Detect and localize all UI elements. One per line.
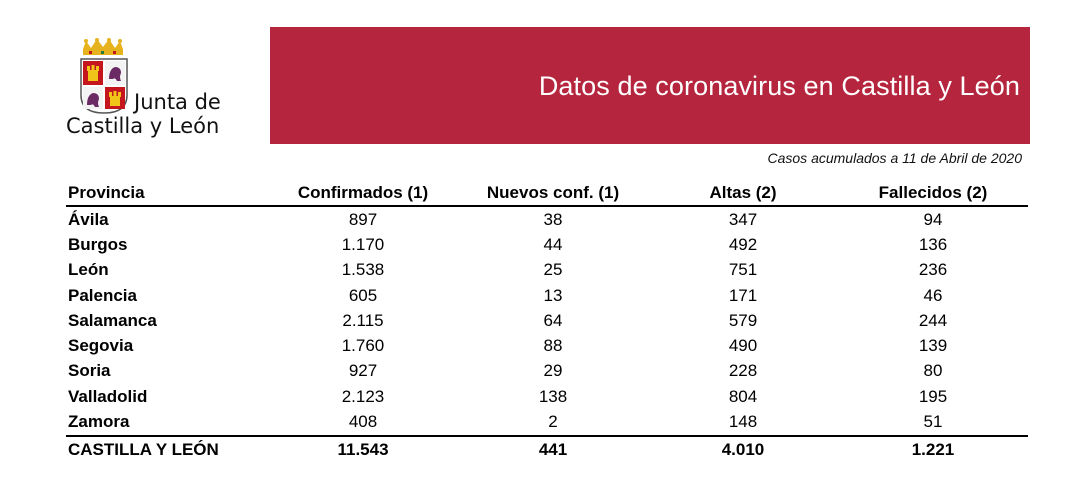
- logo-line-2: Castilla y León: [66, 114, 220, 138]
- cell-confirmados: 605: [348, 285, 378, 305]
- cell-fallecidos: 46: [923, 285, 943, 305]
- total-label: CASTILLA Y LEÓN: [66, 434, 268, 463]
- cell-provincia: Valladolid: [68, 386, 148, 406]
- cell-confirmados: 927: [348, 361, 378, 381]
- title-banner: Datos de coronavirus en Castilla y León: [270, 27, 1030, 144]
- table-total-row: CASTILLA Y LEÓN 11.543 441 4.010 1.221: [66, 434, 1028, 463]
- cell-altas: 171: [728, 285, 758, 305]
- total-fallecidos: 1.221: [838, 434, 1028, 463]
- logo-text: Junta de Castilla y León: [66, 90, 221, 138]
- total-nuevos: 441: [458, 434, 648, 463]
- cell-provincia: Palencia: [68, 285, 137, 305]
- cell-provincia: Segovia: [68, 336, 134, 356]
- header-confirmados: Confirmados (1): [268, 181, 458, 207]
- table-row: Palencia 605 13 171 46: [66, 283, 1028, 308]
- cell-nuevos: 25: [543, 260, 563, 280]
- cell-confirmados: 897: [348, 209, 378, 229]
- total-altas: 4.010: [648, 434, 838, 463]
- total-confirmados: 11.543: [268, 434, 458, 463]
- cell-provincia: Ávila: [68, 209, 109, 229]
- table-row: Burgos 1.170 44 492 136: [66, 232, 1028, 257]
- cell-nuevos: 138: [538, 386, 568, 406]
- cell-fallecidos: 51: [923, 412, 943, 432]
- table-row: Zamora 408 2 148 51: [66, 409, 1028, 435]
- table-row: Soria 927 29 228 80: [66, 359, 1028, 384]
- cell-fallecidos: 244: [918, 310, 948, 330]
- cell-fallecidos: 80: [923, 361, 943, 381]
- cell-provincia: Burgos: [68, 234, 128, 254]
- cell-confirmados: 408: [348, 412, 378, 432]
- cell-altas: 228: [728, 361, 758, 381]
- table-row: Valladolid 2.123 138 804 195: [66, 384, 1028, 409]
- date-subtitle: Casos acumulados a 11 de Abril de 2020: [767, 150, 1023, 166]
- cell-nuevos: 13: [543, 285, 563, 305]
- table-header-row: Provincia Confirmados (1) Nuevos conf. (…: [66, 181, 1028, 207]
- cell-nuevos: 88: [543, 336, 563, 356]
- cell-altas: 579: [728, 310, 758, 330]
- cell-nuevos: 29: [543, 361, 563, 381]
- cell-nuevos: 44: [543, 234, 563, 254]
- cell-altas: 347: [728, 209, 758, 229]
- header-nuevos: Nuevos conf. (1): [458, 181, 648, 207]
- cell-fallecidos: 136: [918, 234, 948, 254]
- cell-confirmados: 2.115: [342, 310, 384, 330]
- cell-altas: 490: [728, 336, 758, 356]
- cell-fallecidos: 94: [923, 209, 943, 229]
- cell-provincia: León: [68, 260, 109, 280]
- cell-altas: 492: [728, 234, 758, 254]
- table-row: León 1.538 25 751 236: [66, 258, 1028, 283]
- header-fallecidos: Fallecidos (2): [838, 181, 1028, 207]
- cell-provincia: Salamanca: [68, 310, 157, 330]
- cell-confirmados: 1.538: [341, 260, 385, 280]
- header-altas: Altas (2): [648, 181, 838, 207]
- table-row: Salamanca 2.115 64 579 244: [66, 308, 1028, 333]
- cell-nuevos: 2: [548, 412, 558, 432]
- cell-fallecidos: 139: [918, 336, 948, 356]
- logo-line-1: Junta de: [134, 90, 221, 114]
- table-row: Segovia 1.760 88 490 139: [66, 333, 1028, 358]
- cell-nuevos: 64: [543, 310, 563, 330]
- cell-provincia: Zamora: [68, 412, 130, 432]
- cell-fallecidos: 195: [918, 386, 948, 406]
- cell-altas: 148: [728, 412, 758, 432]
- table-row: Ávila 897 38 347 94: [66, 206, 1028, 232]
- cell-confirmados: 1.760: [341, 336, 385, 356]
- header-provincia: Provincia: [66, 181, 268, 207]
- cell-provincia: Soria: [68, 361, 111, 381]
- cases-table: Provincia Confirmados (1) Nuevos conf. (…: [66, 181, 1028, 463]
- crown-icon: [83, 38, 123, 55]
- coat-of-arms-icon: [80, 58, 128, 114]
- cell-confirmados: 2.123: [341, 386, 385, 406]
- page-title: Datos de coronavirus en Castilla y León: [538, 71, 1020, 101]
- cell-confirmados: 1.170: [341, 234, 385, 254]
- cell-fallecidos: 236: [918, 260, 948, 280]
- cell-altas: 804: [728, 386, 758, 406]
- cell-altas: 751: [728, 260, 758, 280]
- cell-nuevos: 38: [543, 209, 563, 229]
